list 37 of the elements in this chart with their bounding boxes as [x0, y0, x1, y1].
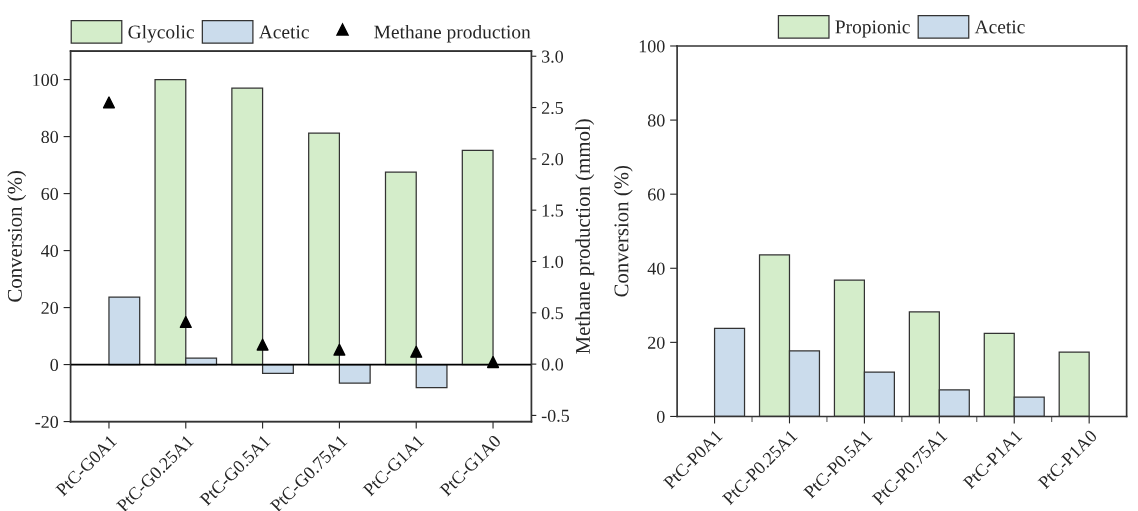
y-axis-title: Conversion (%)	[613, 165, 633, 297]
y-tick-label: 20	[41, 301, 59, 315]
legend-label: Acetic	[974, 20, 1025, 34]
y-tick-label: 20	[648, 336, 665, 349]
y2-tick-label: 1.0	[542, 255, 564, 268]
y-tick-label: 80	[41, 130, 59, 144]
y2-tick-label: 2.0	[541, 153, 564, 166]
y-tick-label: 0	[50, 358, 59, 372]
y-axis-title: Conversion (%)	[7, 171, 27, 302]
point	[333, 343, 346, 356]
point	[102, 96, 116, 109]
y-tick-label: 100	[639, 40, 665, 53]
y-tick-label: 80	[647, 114, 665, 127]
y-tick-label: -20	[35, 415, 59, 429]
y2-tick-label: 3.0	[542, 50, 564, 63]
point	[410, 345, 423, 358]
legend-label: Propionic	[835, 20, 910, 38]
y2-tick-label: 0.0	[541, 358, 564, 371]
y-tick-label: 60	[648, 188, 665, 201]
y-tick-label: 40	[647, 262, 665, 275]
point	[179, 315, 192, 329]
y-tick-label: 40	[41, 244, 59, 258]
point	[256, 338, 269, 351]
legend-label: Acetic	[258, 25, 309, 39]
y2-tick-label: 2.5	[541, 101, 564, 115]
y2-axis-title: Methane production (mmol)	[575, 119, 595, 354]
y2-tick-label: 0.5	[541, 307, 564, 320]
y-tick-label: 100	[33, 73, 59, 87]
y2-tick-label: -0.5	[541, 409, 570, 422]
point	[486, 355, 500, 369]
bar	[461, 149, 494, 366]
y2-tick-label: 1.5	[542, 204, 564, 217]
bar	[108, 296, 141, 366]
y-tick-label: 60	[41, 187, 59, 201]
legend-label: Methane production	[374, 24, 531, 43]
y-tick-label: 0	[656, 410, 665, 423]
legend-label: Glycolic	[128, 24, 194, 43]
